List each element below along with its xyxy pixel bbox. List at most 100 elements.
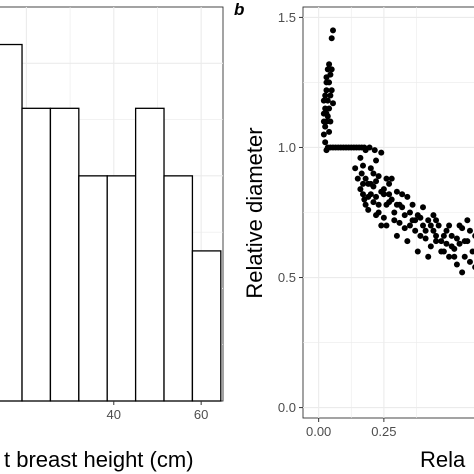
scatter-point [362, 201, 369, 208]
scatter-point [365, 206, 372, 213]
scatter-point [420, 204, 426, 211]
scatter-point [373, 178, 380, 185]
scatter-point [323, 87, 330, 94]
scatter-point [427, 222, 434, 229]
scatter-point [360, 162, 366, 169]
scatter-point [396, 219, 403, 226]
scatter-point [433, 232, 440, 239]
scatter-point [378, 222, 385, 229]
scatter-y-ticks: 0.0 0.5 1.0 1.5 [278, 10, 303, 415]
histogram-bars [0, 43, 222, 402]
histogram-x-axis-title: t breast height (cm) [4, 447, 194, 472]
histogram-bar [78, 175, 108, 402]
scatter-point [370, 199, 377, 206]
scatter-point [354, 175, 361, 182]
histogram-bar [191, 250, 222, 402]
scatter-point [322, 139, 329, 146]
scatter-point [464, 217, 471, 224]
scatter-point [448, 243, 455, 250]
scatter-point [430, 227, 437, 234]
scatter-point [453, 261, 460, 268]
scatter-point [466, 227, 473, 234]
scatter-point [453, 235, 460, 242]
scatter-point [326, 128, 333, 135]
scatter-point [404, 238, 411, 245]
scatter-point [375, 173, 382, 180]
scatter-point [378, 188, 385, 195]
histogram-bar [21, 107, 52, 402]
scatter-point [367, 165, 374, 172]
scatter-point [357, 154, 364, 161]
scatter-points [320, 27, 474, 276]
histogram-bar [163, 175, 194, 402]
scatter-x-ticks: 0.00 0.25 [306, 418, 397, 439]
scatter-point [443, 240, 450, 247]
scatter-point [430, 212, 437, 219]
scatter-point [469, 248, 474, 255]
scatter-point [391, 217, 398, 224]
scatter-point [327, 92, 334, 99]
scatter-point [443, 227, 450, 234]
scatter-point [391, 209, 398, 216]
scatter-point [386, 180, 393, 187]
scatter-point [324, 113, 331, 120]
scatter-point [383, 175, 390, 182]
scatter-y-tick-label: 0.5 [278, 270, 296, 285]
scatter-point [357, 186, 364, 193]
scatter-point [367, 180, 374, 187]
scatter-point [459, 269, 466, 276]
scatter-point [362, 175, 369, 182]
scatter-point [422, 235, 429, 242]
scatter-point [393, 232, 400, 239]
scatter-point [328, 87, 335, 94]
scatter-point [373, 193, 380, 200]
scatter-point [370, 170, 377, 177]
scatter-point [352, 165, 359, 172]
scatter-point [466, 258, 473, 265]
scatter-point [425, 217, 432, 224]
scatter-point [326, 79, 333, 86]
scatter-point [324, 97, 331, 104]
scatter-point [435, 222, 442, 229]
scatter-point [451, 253, 458, 260]
scatter-point [386, 191, 393, 198]
scatter-point [322, 123, 329, 130]
scatter-y-tick-label: 0.0 [278, 400, 296, 415]
histogram-bar [49, 107, 80, 402]
scatter-point [433, 217, 440, 224]
scatter-point [446, 222, 453, 229]
scatter-y-axis-title: Relative diameter [242, 127, 267, 298]
panel-b-tag: b [234, 0, 244, 19]
scatter-point [375, 201, 382, 208]
histogram-bar [106, 175, 137, 402]
scatter-point [366, 144, 373, 151]
scatter-point [448, 232, 455, 239]
scatter-point [326, 105, 333, 112]
scatter-point [373, 157, 380, 164]
scatter-x-tick-label: 0.00 [306, 424, 331, 439]
scatter-point [440, 232, 447, 239]
scatter-point [427, 243, 434, 250]
scatter-point [461, 253, 468, 260]
scatter-point [365, 193, 372, 200]
scatter-point [438, 238, 445, 245]
scatter-point [414, 248, 421, 255]
scatter-point [360, 191, 366, 198]
scatter-y-tick-label: 1.5 [278, 10, 296, 25]
scatter-y-tick-label: 1.0 [278, 140, 296, 155]
histogram-x-ticks: 40 60 [107, 401, 208, 422]
scatter-point [425, 253, 432, 260]
scatter-point [409, 201, 416, 208]
scatter-point [373, 212, 380, 219]
scatter-point [323, 74, 330, 81]
scatter-point [358, 170, 365, 177]
scatter-point [406, 209, 413, 216]
scatter-point [456, 222, 463, 229]
scatter-point [404, 193, 411, 200]
scatter-point [388, 175, 395, 182]
scatter-point [393, 201, 400, 208]
scatter-x-tick-label: 0.25 [371, 424, 396, 439]
scatter-point [422, 227, 429, 234]
scatter-point [330, 27, 336, 34]
